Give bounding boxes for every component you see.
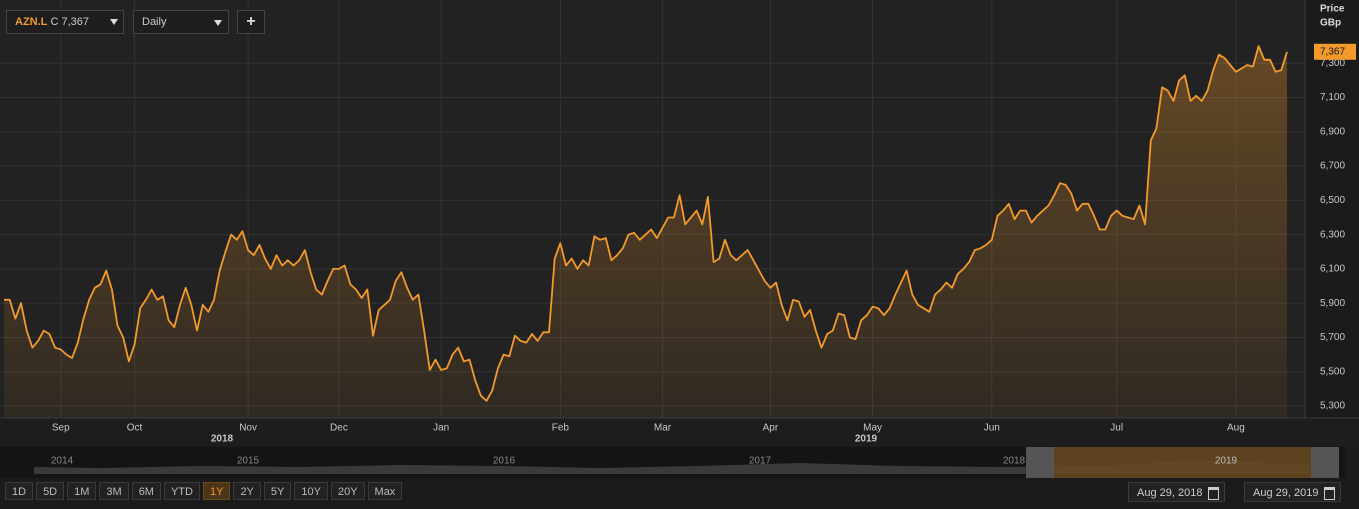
year-label: 2019 <box>855 434 878 445</box>
navigator-handle[interactable] <box>1311 447 1339 478</box>
navigator-handle[interactable] <box>1026 447 1054 478</box>
x-tick-label: Jan <box>433 423 449 434</box>
date-to[interactable]: Aug 29, 2019 <box>1244 482 1342 502</box>
x-tick-label: Oct <box>127 423 143 434</box>
x-tick-label: Sep <box>52 423 70 434</box>
x-tick-label: Apr <box>763 423 779 434</box>
range-button[interactable]: YTD <box>163 482 200 500</box>
interval: Daily <box>142 16 167 28</box>
navigator-year: 2017 <box>749 456 772 467</box>
add-button[interactable]: + <box>237 10 265 34</box>
ticker: AZN.L <box>15 16 48 28</box>
range-button[interactable]: 1D <box>5 482 34 500</box>
range-button[interactable]: 1M <box>67 482 97 500</box>
date-from[interactable]: Aug 29, 2018 <box>1128 482 1226 502</box>
y-tick-label: 6,100 <box>1320 264 1345 275</box>
x-tick-label: Aug <box>1227 423 1245 434</box>
navigator-year: 2014 <box>51 456 74 467</box>
y-tick-label: 7,100 <box>1320 92 1345 103</box>
x-tick-label: Dec <box>330 423 348 434</box>
navigator-year: 2018 <box>1003 456 1026 467</box>
y-axis-area <box>1305 0 1359 418</box>
navigator-year: 2019 <box>1215 456 1238 467</box>
y-tick-label: 5,700 <box>1320 332 1345 343</box>
range-button[interactable]: 20Y <box>330 482 365 500</box>
x-tick-label: Mar <box>654 423 672 434</box>
range-button[interactable]: 1Y <box>202 482 231 500</box>
x-tick-label: Feb <box>552 423 570 434</box>
y-tick-label: 5,900 <box>1320 298 1345 309</box>
last-price-label: 7,367 <box>1320 46 1345 57</box>
x-tick-label: Jul <box>1110 423 1123 434</box>
range-button[interactable]: 6M <box>131 482 161 500</box>
x-tick-label: Jun <box>984 423 1000 434</box>
y-tick-label: 6,300 <box>1320 229 1345 240</box>
range-button[interactable]: 2Y <box>233 482 261 500</box>
year-label: 2018 <box>211 434 234 445</box>
y-tick-label: 5,300 <box>1320 401 1345 412</box>
y-tick-label: 6,700 <box>1320 161 1345 172</box>
x-tick-label: Nov <box>239 423 257 434</box>
symbol-select[interactable]: AZN.L C 7,367 <box>6 10 124 34</box>
range-button[interactable]: 5Y <box>263 482 292 500</box>
navigator-year: 2015 <box>237 456 260 467</box>
y-tick-label: 7,300 <box>1320 58 1345 69</box>
close-price: C 7,367 <box>50 16 89 28</box>
y-tick-label: 6,500 <box>1320 195 1345 206</box>
range-button[interactable]: 3M <box>99 482 129 500</box>
range-button[interactable]: 10Y <box>294 482 328 500</box>
x-tick-label: May <box>863 423 882 434</box>
navigator-window[interactable] <box>1040 447 1325 478</box>
navigator-series <box>34 460 1310 474</box>
price-area <box>4 46 1287 418</box>
y-tick-label: 5,500 <box>1320 366 1345 377</box>
interval-select[interactable]: Daily <box>133 10 229 34</box>
range-button[interactable]: Max <box>367 482 403 500</box>
last-price-badge <box>1314 43 1356 60</box>
y-tick-label: 6,900 <box>1320 126 1345 137</box>
navigator-year: 2016 <box>493 456 516 467</box>
x-axis-area <box>0 418 1359 446</box>
axis-title: Price <box>1320 4 1345 15</box>
price-line <box>4 45 1288 402</box>
axis-unit: GBp <box>1320 18 1341 29</box>
range-button[interactable]: 5D <box>36 482 65 500</box>
